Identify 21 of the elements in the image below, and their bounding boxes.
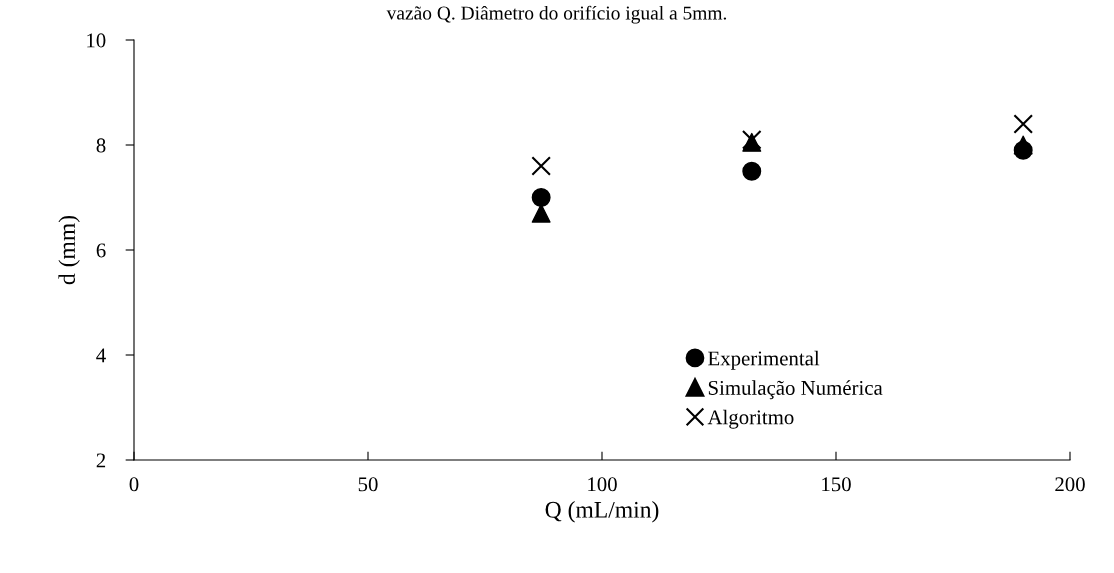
y-tick-label: 6 [96,243,106,258]
legend-label: Algoritmo [707,409,794,429]
x-tick-label: 50 [358,477,378,492]
y-tick-label: 4 [96,348,106,363]
chart-title: vazão Q. Diâmetro do orifício igual a 5mm. [386,5,727,24]
legend-label: Experimental [708,350,820,370]
point [1013,114,1034,134]
y-tick-label: 2 [96,453,106,468]
legend-label: Simulação Numérica [708,380,883,400]
point [531,156,551,176]
y-axis-title: d (mm) [58,215,80,285]
point [742,161,762,181]
x-tick-label: 200 [1055,477,1085,492]
x-axis-title: Q (mL/min) [545,501,659,523]
y-tick-label: 10 [87,33,106,48]
point [531,188,551,207]
x-tick-label: 0 [129,477,139,492]
y-tick-label: 8 [96,138,106,153]
x-tick-label: 100 [588,477,617,492]
x-tick-label: 150 [822,477,851,492]
point [1013,140,1033,160]
